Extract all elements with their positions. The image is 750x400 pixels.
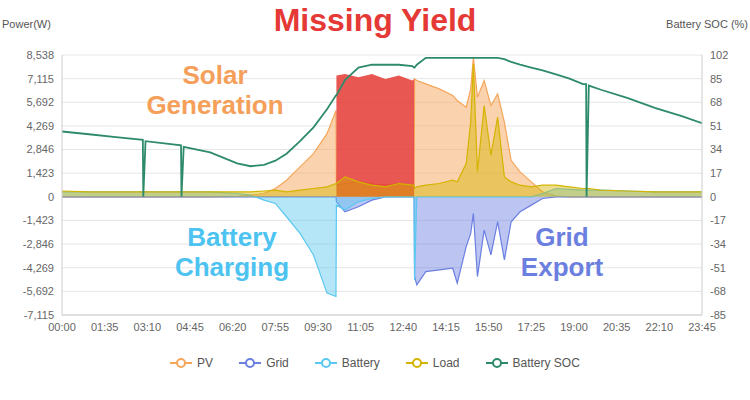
svg-text:-4,269: -4,269 <box>23 262 54 274</box>
svg-text:8,538: 8,538 <box>26 49 54 61</box>
svg-text:22:10: 22:10 <box>646 321 674 333</box>
svg-text:-5,692: -5,692 <box>23 285 54 297</box>
html-text:Battery SOC: Battery SOC <box>512 356 580 370</box>
svg-text:85: 85 <box>710 73 722 85</box>
svg-text:07:55: 07:55 <box>262 321 290 333</box>
svg-text:7,115: 7,115 <box>27 73 54 85</box>
html-text:Grid: Grid <box>535 222 589 252</box>
svg-text:2,846: 2,846 <box>26 143 54 155</box>
svg-text:00:00: 00:00 <box>48 321 76 333</box>
html-text:Battery: Battery <box>187 222 277 252</box>
svg-text:-17: -17 <box>710 214 726 226</box>
html-text:Solar: Solar <box>182 60 248 90</box>
svg-text:09:30: 09:30 <box>304 321 332 333</box>
svg-text:68: 68 <box>710 96 722 108</box>
svg-text:1,423: 1,423 <box>26 167 54 179</box>
html-text:PV: PV <box>197 356 214 370</box>
svg-text:0: 0 <box>710 191 716 203</box>
svg-text:20:35: 20:35 <box>603 321 631 333</box>
svg-text:-68: -68 <box>710 285 726 297</box>
svg-text:-2,846: -2,846 <box>23 238 54 250</box>
svg-text:23:45: 23:45 <box>688 321 716 333</box>
svg-text:-7,115: -7,115 <box>24 309 54 321</box>
html-text:Power(W): Power(W) <box>2 18 51 30</box>
html-text:Generation: Generation <box>146 90 284 120</box>
svg-text:04:45: 04:45 <box>176 321 204 333</box>
svg-text:-34: -34 <box>710 238 726 250</box>
svg-text:-85: -85 <box>710 309 726 321</box>
svg-text:12:40: 12:40 <box>390 321 418 333</box>
svg-text:03:10: 03:10 <box>134 321 162 333</box>
html-text:Battery: Battery <box>341 356 380 370</box>
svg-text:-1,423: -1,423 <box>23 214 54 226</box>
html-text:Export: Export <box>520 252 604 282</box>
svg-text:11:05: 11:05 <box>347 321 374 333</box>
html-text:Missing Yield: Missing Yield <box>273 2 477 38</box>
svg-text:17:25: 17:25 <box>518 321 546 333</box>
svg-text:51: 51 <box>710 120 722 132</box>
svg-text:5,692: 5,692 <box>26 96 54 108</box>
html-text:Grid: Grid <box>266 356 289 370</box>
svg-text:15:50: 15:50 <box>475 321 503 333</box>
svg-text:19:00: 19:00 <box>560 321 588 333</box>
html-text:Battery SOC (%): Battery SOC (%) <box>666 18 748 30</box>
html-text:Charging: Charging <box>174 252 290 282</box>
svg-text:4,269: 4,269 <box>26 120 54 132</box>
svg-text:17: 17 <box>710 167 722 179</box>
svg-text:-51: -51 <box>710 262 726 274</box>
svg-text:34: 34 <box>710 143 722 155</box>
svg-text:06:20: 06:20 <box>219 321 247 333</box>
svg-text:14:15: 14:15 <box>432 321 460 333</box>
svg-text:102: 102 <box>710 49 728 61</box>
svg-text:0: 0 <box>48 191 54 203</box>
svg-text:01:35: 01:35 <box>91 321 119 333</box>
html-text:Load: Load <box>432 356 460 370</box>
